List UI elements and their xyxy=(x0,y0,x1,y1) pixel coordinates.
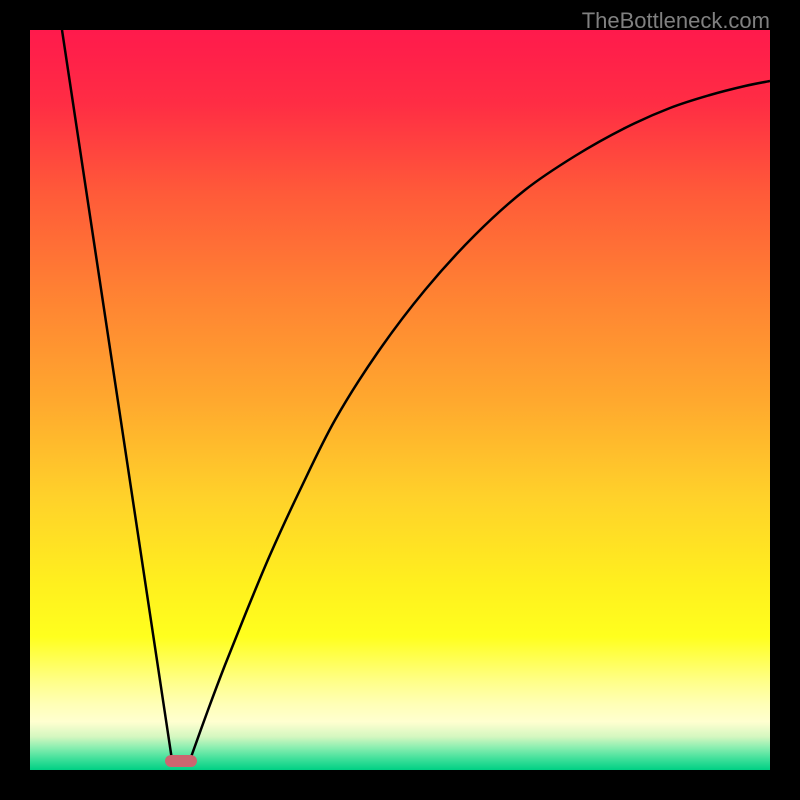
plot-background xyxy=(30,30,770,770)
bottleneck-chart xyxy=(0,0,800,800)
chart-container: TheBottleneck.com xyxy=(0,0,800,800)
bottleneck-marker xyxy=(165,755,197,767)
watermark-text: TheBottleneck.com xyxy=(582,8,770,34)
